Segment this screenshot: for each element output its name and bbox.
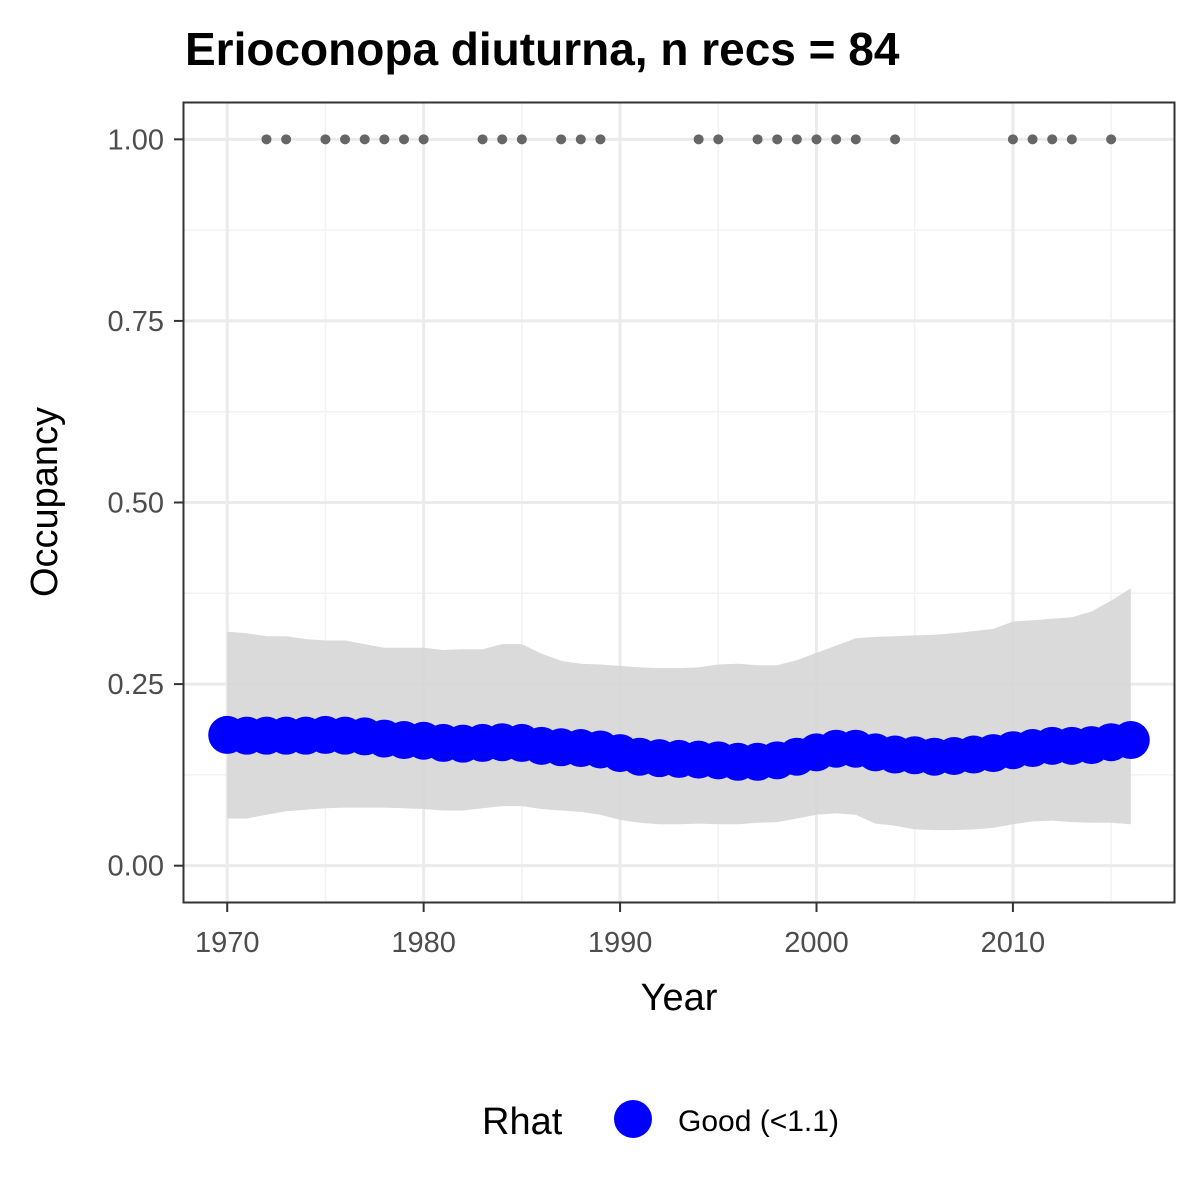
record-point	[772, 134, 783, 145]
y-tick-label: 0.25	[108, 669, 164, 701]
x-tick-label: 1980	[391, 927, 456, 959]
occupancy-series	[208, 715, 1150, 781]
legend-title: Rhat	[482, 1101, 563, 1143]
record-point	[516, 134, 527, 145]
record-point	[811, 134, 822, 145]
record-point	[1047, 134, 1058, 145]
record-point	[713, 134, 724, 145]
record-point	[399, 134, 409, 145]
record-point	[418, 134, 429, 145]
x-axis-title: Year	[641, 977, 718, 1019]
x-tick-label: 1970	[195, 927, 260, 959]
y-tick-label: 0.00	[108, 851, 164, 883]
x-tick-label: 1990	[588, 927, 653, 959]
record-point	[831, 134, 842, 145]
record-point	[379, 134, 390, 145]
x-tick-label: 2010	[981, 927, 1046, 959]
record-points	[261, 134, 1117, 145]
x-axis: 1970 1980 1990 2000 2010	[195, 902, 1045, 959]
record-point	[575, 134, 586, 145]
legend-key-good	[614, 1100, 652, 1138]
record-point	[556, 134, 567, 145]
record-point	[340, 134, 351, 145]
record-point	[693, 134, 704, 145]
record-point	[261, 134, 272, 145]
record-point	[1007, 134, 1018, 145]
y-tick-label: 0.50	[108, 488, 164, 520]
x-tick-label: 2000	[784, 927, 849, 959]
record-point	[595, 134, 606, 145]
record-point	[1027, 134, 1038, 145]
y-tick-label: 1.00	[108, 124, 164, 156]
legend: Rhat Good (<1.1)	[482, 1100, 839, 1143]
record-point	[477, 134, 488, 145]
occupancy-point	[1111, 721, 1150, 760]
legend-label-good: Good (<1.1)	[678, 1105, 839, 1138]
y-tick-label: 0.75	[108, 306, 164, 338]
record-point	[359, 134, 370, 145]
y-axis: 0.00 0.25 0.50 0.75 1.00	[108, 124, 184, 883]
record-point	[281, 134, 292, 145]
record-point	[497, 134, 508, 145]
y-axis-title: Occupancy	[24, 407, 66, 597]
record-point	[752, 134, 763, 145]
record-point	[1106, 134, 1117, 145]
record-point	[850, 134, 861, 145]
chart-title: Erioconopa diuturna, n recs = 84	[185, 23, 900, 75]
record-point	[1066, 134, 1077, 145]
record-point	[890, 134, 901, 145]
record-point	[320, 134, 331, 145]
record-point	[791, 134, 802, 145]
